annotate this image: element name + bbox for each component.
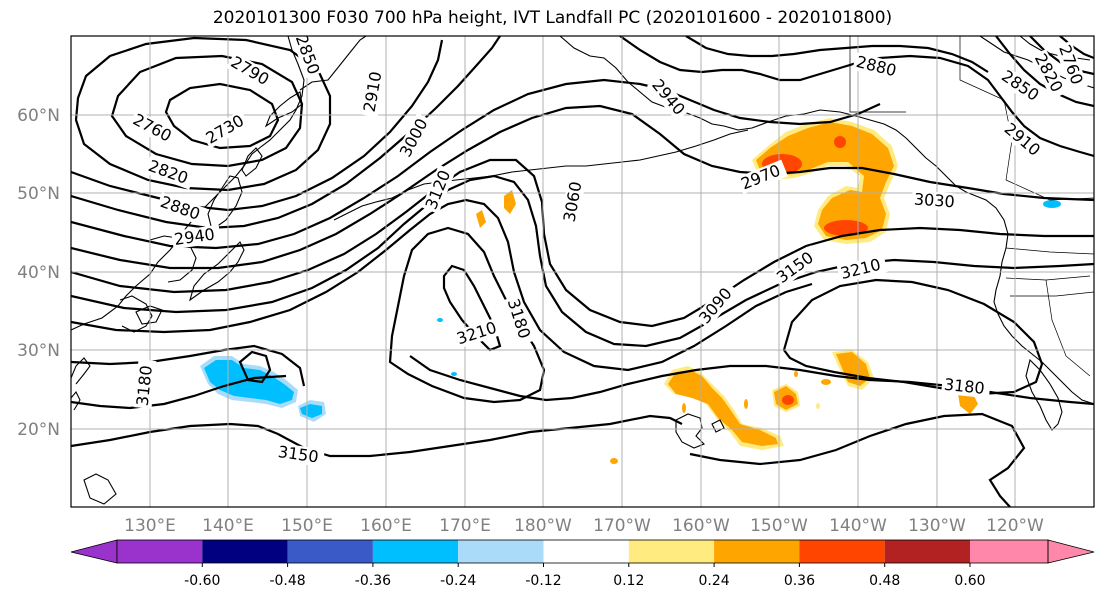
colorbar-tick-label: -0.12: [525, 573, 561, 589]
colorbar-segment: [970, 540, 1048, 563]
lat-label-50n: 50°N: [17, 184, 60, 204]
lon-label-150w: 150°W: [750, 516, 808, 536]
lon-label-120w: 120°W: [986, 516, 1044, 536]
lon-label-150e: 150°E: [281, 516, 333, 536]
ivt-negative-shading: [200, 318, 457, 422]
contour-label: 3030: [913, 189, 955, 211]
colorbar-segment: [799, 540, 885, 563]
colorbar-segment: [884, 540, 970, 563]
colorbar-tick-label: -0.60: [184, 573, 220, 589]
colorbar-segment: [117, 540, 203, 563]
colorbar-segment: [714, 540, 800, 563]
colorbar-tick-label: -0.48: [269, 573, 305, 589]
colorbar-segment: [202, 540, 288, 563]
colorbar-ticks: [201, 563, 971, 567]
lat-label-40n: 40°N: [17, 263, 60, 283]
colorbar-extend-high: [1047, 539, 1095, 564]
contour-label: 3180: [133, 364, 156, 406]
map-border: [70, 35, 1095, 508]
colorbar-segment: [458, 540, 544, 563]
ivt-max-off-bc: [824, 220, 868, 236]
colorbar-tick-label: 0.12: [613, 573, 644, 589]
colorbar-extend-low: [70, 539, 118, 564]
lon-label-130e: 130°E: [124, 516, 176, 536]
lon-label-130w: 130°W: [908, 516, 966, 536]
colorbar-tick-label: 0.24: [699, 573, 730, 589]
lon-label-170w: 170°W: [593, 516, 651, 536]
colorbar-tick-label: -0.24: [440, 573, 476, 589]
colorbar-segment: [287, 540, 373, 563]
lon-label-140w: 140°W: [829, 516, 887, 536]
colorbar-tick-label: 0.60: [954, 573, 985, 589]
lon-label-170e: 170°E: [439, 516, 491, 536]
colorbar: -0.60 -0.48 -0.36 -0.24 -0.12 0.12 0.24 …: [70, 539, 1095, 589]
colorbar-tick-label: 0.48: [869, 573, 900, 589]
lat-label-60n: 60°N: [17, 106, 60, 126]
latitude-labels: 60°N 50°N 40°N 30°N 20°N: [17, 106, 60, 440]
colorbar-segment: [628, 540, 715, 563]
colorbar-tick-label: 0.36: [784, 573, 815, 589]
contour-label: 3180: [943, 375, 985, 398]
coastlines: [71, 36, 1094, 505]
lon-label-180w: 180°W: [514, 516, 572, 536]
longitude-labels: 130°E 140°E 150°E 160°E 170°E 180°W 170°…: [124, 516, 1044, 536]
lon-label-140e: 140°E: [202, 516, 254, 536]
lon-label-160w: 160°W: [672, 516, 730, 536]
colorbar-segment: [372, 540, 459, 563]
map-title: 2020101300 F030 700 hPa height, IVT Land…: [212, 8, 893, 28]
lon-label-160e: 160°E: [360, 516, 412, 536]
colorbar-segment: [543, 540, 629, 563]
lat-label-30n: 30°N: [17, 341, 60, 361]
lat-label-20n: 20°N: [17, 420, 60, 440]
colorbar-tick-label: -0.36: [355, 573, 391, 589]
